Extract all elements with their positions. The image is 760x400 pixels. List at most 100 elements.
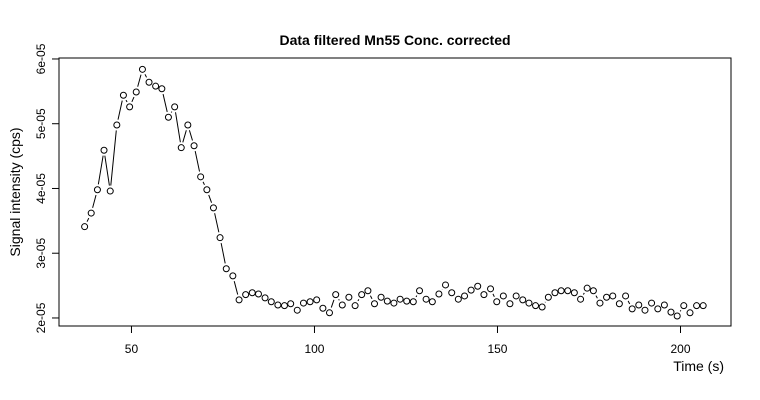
point — [403, 297, 411, 305]
x-axis-label: Time (s) — [673, 358, 724, 374]
point — [319, 304, 327, 312]
point-gap — [79, 221, 91, 233]
point — [299, 299, 307, 307]
point — [442, 281, 450, 289]
point — [158, 85, 166, 93]
point — [557, 287, 565, 295]
point-gap — [330, 289, 342, 301]
point — [358, 291, 366, 299]
point-gap — [195, 171, 207, 183]
point-gap — [117, 89, 129, 101]
point-gap — [124, 101, 136, 113]
x-tick-label: 200 — [670, 342, 690, 356]
point-gap — [536, 301, 548, 313]
point — [428, 298, 436, 306]
point — [306, 298, 314, 306]
point — [487, 285, 495, 293]
point-gap — [678, 300, 690, 312]
point-gap — [182, 119, 194, 131]
point — [699, 302, 707, 310]
point — [609, 292, 617, 300]
point-gap — [613, 298, 625, 310]
point — [570, 289, 578, 297]
point — [615, 300, 623, 308]
point — [325, 309, 333, 317]
point — [673, 312, 681, 320]
x-tick-label: 150 — [487, 342, 507, 356]
point — [152, 82, 160, 90]
point — [164, 113, 172, 121]
chart-title: Data filtered Mn55 Conc. corrected — [279, 32, 510, 48]
x-tick-label: 100 — [304, 342, 324, 356]
y-axis-label: Signal intensity (cps) — [7, 127, 23, 256]
point — [338, 301, 346, 309]
point-gap — [440, 279, 452, 291]
point-gap — [220, 263, 232, 275]
point-gap — [104, 185, 116, 197]
point — [313, 296, 321, 304]
point — [525, 299, 533, 307]
point — [506, 300, 514, 308]
point — [119, 91, 127, 99]
point — [622, 292, 630, 300]
point-gap — [98, 144, 110, 156]
point — [499, 292, 507, 300]
point — [564, 287, 572, 295]
point — [628, 305, 636, 313]
point-gap — [175, 142, 187, 154]
point — [113, 121, 121, 129]
point — [242, 291, 250, 299]
point — [280, 302, 288, 310]
point — [171, 103, 179, 111]
point-gap — [671, 310, 683, 322]
point — [435, 290, 443, 298]
point — [287, 300, 295, 308]
point — [686, 309, 694, 317]
point — [229, 272, 237, 280]
point-gap — [227, 270, 239, 282]
y-tick-label: 6e-05 — [34, 43, 48, 74]
point-gap — [362, 285, 374, 297]
point-gap — [485, 283, 497, 295]
point — [422, 295, 430, 303]
point — [81, 223, 89, 231]
point — [184, 121, 192, 129]
point — [145, 78, 153, 86]
point — [254, 290, 262, 298]
point — [203, 186, 211, 194]
point-gap — [343, 291, 355, 303]
point — [222, 265, 230, 273]
point-gap — [323, 307, 335, 319]
point-gap — [433, 288, 445, 300]
point — [383, 297, 391, 305]
point — [454, 295, 462, 303]
point — [474, 282, 482, 290]
y-tick-label: 4e-05 — [34, 173, 48, 204]
point — [345, 293, 353, 301]
y-tick-label: 5e-05 — [34, 108, 48, 139]
point-gap — [697, 300, 709, 312]
point-gap — [607, 290, 619, 302]
point — [416, 287, 424, 295]
point-gap — [620, 290, 632, 302]
point-gap — [575, 293, 587, 305]
point-gap — [349, 300, 361, 312]
point — [461, 292, 469, 300]
point — [100, 146, 108, 154]
point — [293, 306, 301, 314]
x-tick-label: 50 — [125, 342, 139, 356]
point-gap — [407, 296, 419, 308]
y-tick-label: 3e-05 — [34, 238, 48, 269]
point — [448, 289, 456, 297]
point — [596, 299, 604, 307]
point — [583, 284, 591, 292]
point-gap — [497, 290, 509, 302]
point — [106, 187, 114, 195]
point — [351, 302, 359, 310]
point — [190, 142, 198, 150]
point — [216, 234, 224, 242]
point — [126, 103, 134, 111]
point — [267, 298, 275, 306]
